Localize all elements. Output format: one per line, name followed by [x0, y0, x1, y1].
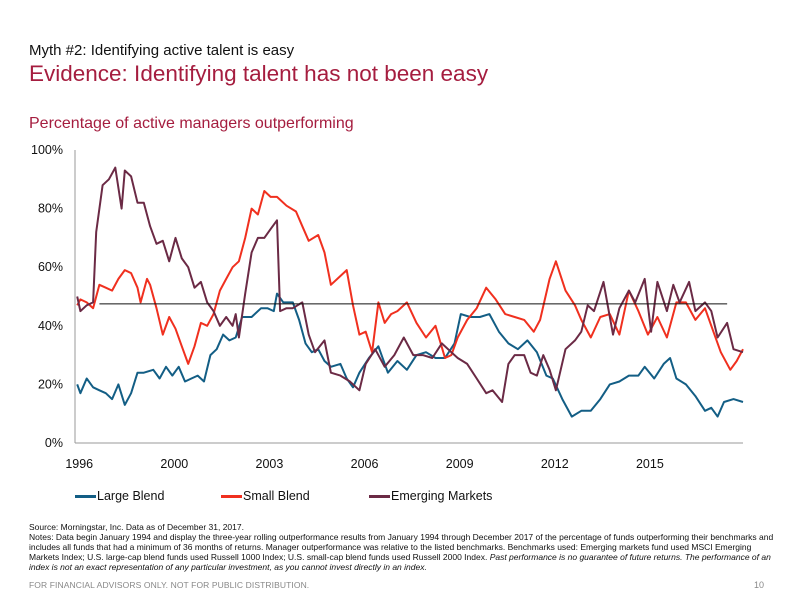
y-axis-labels: 0% 20% 40% 60% 80% 100%: [31, 143, 63, 450]
source-line: Source: Morningstar, Inc. Data as of Dec…: [29, 522, 244, 532]
legend-swatch-large-blend: [75, 494, 96, 498]
x-tick-label: 2006: [351, 457, 379, 471]
x-tick-label: 2003: [256, 457, 284, 471]
series-large-blend: [76, 292, 744, 418]
legend-label: Large Blend: [97, 489, 165, 503]
chart-title: Percentage of active managers outperform…: [29, 115, 354, 132]
x-tick-label: 2000: [160, 457, 188, 471]
legend-item-emerging-markets[interactable]: Emerging Markets: [369, 489, 492, 503]
y-tick-label: 60%: [38, 260, 63, 274]
y-tick-label: 20%: [38, 377, 63, 391]
legend-item-large-blend[interactable]: Large Blend: [75, 489, 164, 503]
legend-label: Small Blend: [243, 489, 310, 503]
series-emerging-markets: [76, 166, 744, 403]
series-layer: [76, 166, 744, 418]
line-chart: 0% 20% 40% 60% 80% 100% 1996 2000 2003 2006 2009 2…: [31, 143, 744, 471]
slide-title: Evidence: Identifying talent has not bee…: [29, 61, 489, 86]
y-tick-label: 0%: [45, 436, 63, 450]
source-notes: Source: Morningstar, Inc. Data as of Dec…: [29, 522, 774, 572]
x-tick-label: 2012: [541, 457, 569, 471]
y-tick-label: 40%: [38, 319, 63, 333]
series-small-blend: [76, 190, 744, 371]
notes-disclaimer: Past performance is no guarantee of futu…: [29, 552, 771, 572]
legend-swatch-small-blend: [221, 494, 242, 498]
x-tick-label: 1996: [65, 457, 93, 471]
legend-label: Emerging Markets: [391, 489, 493, 503]
footer-disclaimer: FOR FINANCIAL ADVISORS ONLY. NOT FOR PUB…: [29, 580, 310, 590]
x-tick-label: 2015: [636, 457, 664, 471]
legend-item-small-blend[interactable]: Small Blend: [221, 489, 310, 503]
notes-text: Notes: Data begin January 1994 and displ…: [29, 532, 774, 572]
slide-eyebrow: Myth #2: Identifying active talent is ea…: [29, 42, 295, 59]
page-number: 10: [754, 580, 765, 590]
legend-swatch-emerging-markets: [369, 494, 390, 498]
y-tick-label: 100%: [31, 143, 63, 157]
x-tick-label: 2009: [446, 457, 474, 471]
y-tick-label: 80%: [38, 202, 63, 216]
x-axis-labels: 1996 2000 2003 2006 2009 2012 2015: [65, 457, 664, 471]
notes-body: Notes: Data begin January 1994 and displ…: [29, 532, 774, 562]
